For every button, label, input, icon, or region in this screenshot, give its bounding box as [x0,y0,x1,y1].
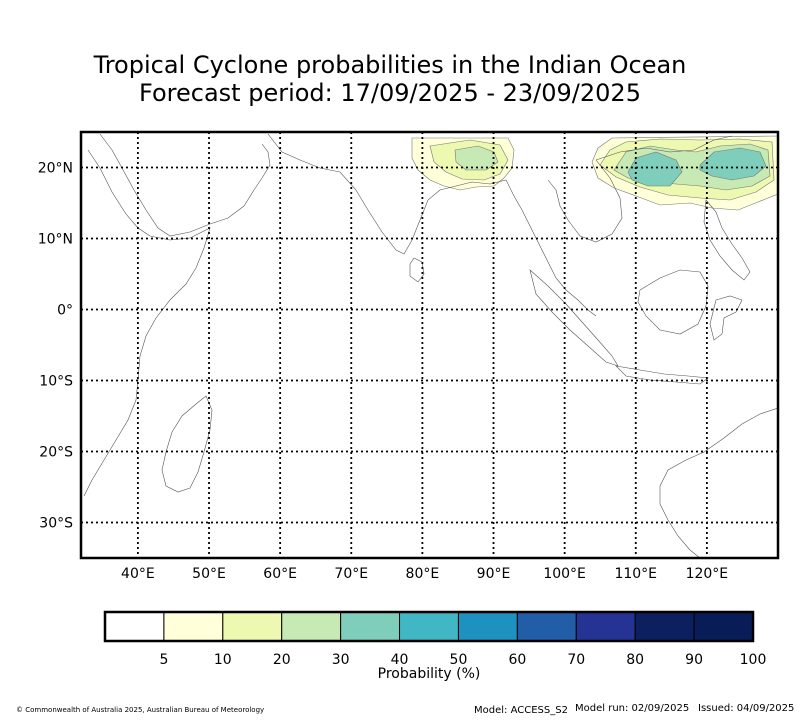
colorbar-tick-label: 80 [626,652,644,668]
colorbar-swatch [575,611,636,642]
coast-red-sea-west [87,149,151,237]
lon-tick-label: 120°E [686,566,729,582]
coast-australia [659,407,778,558]
colorbar-swatch [281,611,342,642]
lon-tick-label: 50°E [192,566,226,582]
lon-tick-label: 40°E [121,566,155,582]
colorbar-tick-label: 70 [567,652,585,668]
colorbar-tick-label: 10 [214,652,232,668]
lon-tick-label: 60°E [263,566,297,582]
coast-sumatra [529,269,619,367]
colorbar-swatch [340,611,401,642]
colorbar-tick-label: 100 [740,652,767,668]
latitude-labels: 20°N 10°N 0° 10°S 20°S 30°S [38,161,73,532]
colorbar-tick-label: 50 [450,652,468,668]
coast-india [267,133,515,255]
coast-indochina [513,195,597,317]
model-name: Model: ACCESS_S2 [474,705,568,716]
coast-madagascar [161,395,213,493]
colorbar-tick-label: 30 [332,652,350,668]
lon-tick-label: 90°E [477,566,511,582]
colorbar-swatch [222,611,283,642]
coast-africa-east [83,227,211,497]
coast-indochina-east [547,159,623,243]
colorbar-swatch [634,611,695,642]
chart-title-line1: Tropical Cyclone probabilities in the In… [93,51,687,79]
lat-tick-label: 20°N [38,161,73,177]
colorbar-tick-label: 90 [685,652,703,668]
lat-tick-label: 30°S [39,516,73,532]
lon-tick-label: 110°E [614,566,657,582]
copyright-notice: © Commonwealth of Australia 2025, Austra… [16,706,265,714]
colorbar-swatch [104,611,165,642]
coast-arabia [99,133,271,237]
lat-tick-label: 0° [57,303,73,319]
issued-date: Issued: 04/09/2025 [698,703,795,714]
coast-java [615,365,709,385]
probability-shading [411,135,778,211]
longitude-labels: 40°E 50°E 60°E 70°E 80°E 90°E 100°E 110°E 120°E [121,566,728,582]
colorbar-tick-label: 20 [273,652,291,668]
colorbar-tick-label: 5 [159,652,168,668]
model-run-date: Model run: 02/09/2025 [575,703,690,714]
colorbar-frame [103,610,755,643]
coast-south-china [595,135,733,161]
colorbar-swatch [163,611,224,642]
colorbar-swatch [399,611,459,642]
lat-tick-label: 10°S [39,374,73,390]
coast-borneo [637,269,709,335]
colorbar-swatch [693,611,754,642]
colorbar-tick-label: 40 [391,652,409,668]
colorbar-tick-label: 60 [508,652,526,668]
lon-tick-label: 100°E [543,566,586,582]
probability-colorbar: 5 10 20 30 40 50 60 70 80 90 100 [103,610,767,668]
coast-sulawesi [709,295,743,341]
colorbar-swatch [457,611,518,642]
map-frame [79,130,780,560]
prob-area-bay-of-bengal-20 [454,145,499,171]
colorbar-swatch [516,611,577,642]
coast-philippines [703,199,751,281]
lat-tick-label: 20°S [39,445,73,461]
lon-tick-label: 70°E [334,566,368,582]
graticule [81,132,778,558]
lat-tick-label: 10°N [38,232,73,248]
prob-area-south-china-sea-30a [627,151,683,187]
colorbar-label: Probability (%) [378,666,481,682]
chart-title-line2: Forecast period: 17/09/2025 - 23/09/2025 [139,79,641,107]
lon-tick-label: 80°E [406,566,440,582]
